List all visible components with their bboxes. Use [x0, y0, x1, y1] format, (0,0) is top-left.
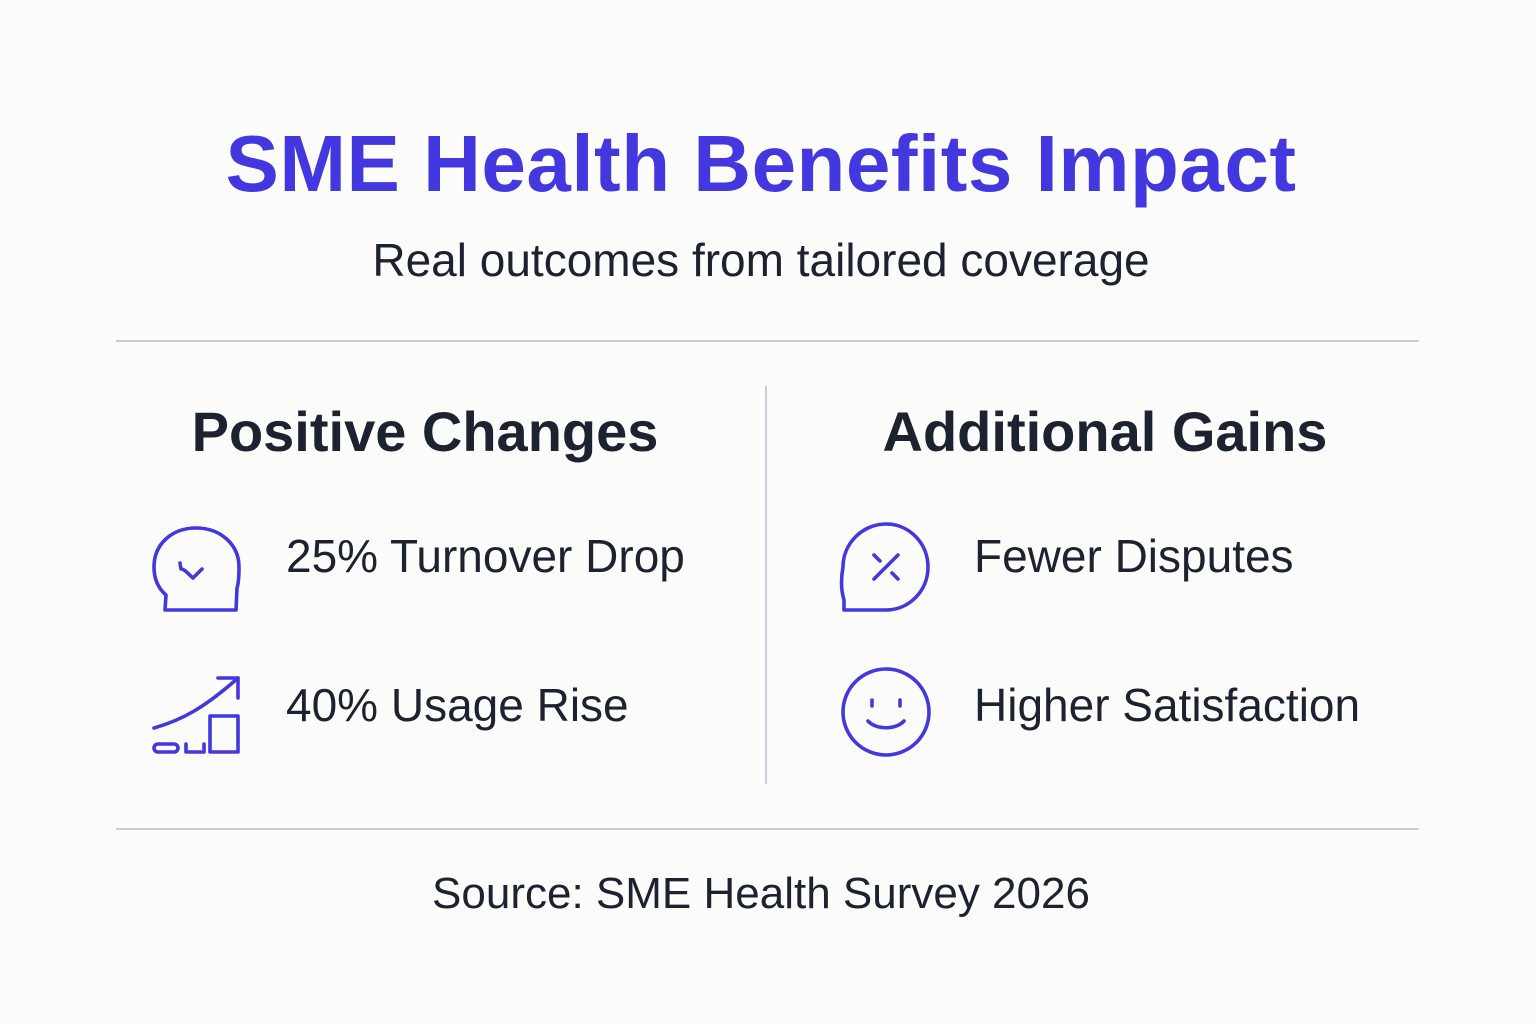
- bottom-divider: [116, 828, 1419, 830]
- page-title: SME Health Benefits Impact: [225, 119, 1297, 208]
- column-divider: [765, 386, 767, 784]
- list-item-label: 40% Usage Rise: [286, 679, 629, 731]
- smiley-face-icon: [838, 664, 934, 760]
- column-heading-additional-gains: Additional Gains: [882, 400, 1328, 463]
- list-item-label: 25% Turnover Drop: [286, 530, 685, 582]
- list-item-label: Fewer Disputes: [974, 530, 1294, 582]
- list-item-label: Higher Satisfaction: [974, 679, 1361, 731]
- speech-bubble-x-icon: [838, 520, 934, 616]
- growth-chart-arrow-icon: [148, 666, 244, 762]
- source-note: Source: SME Health Survey 2026: [432, 869, 1090, 918]
- top-divider: [116, 340, 1419, 342]
- column-heading-positive-changes: Positive Changes: [191, 400, 659, 463]
- page-subtitle: Real outcomes from tailored coverage: [372, 234, 1150, 286]
- speech-bubble-check-icon: [148, 522, 244, 618]
